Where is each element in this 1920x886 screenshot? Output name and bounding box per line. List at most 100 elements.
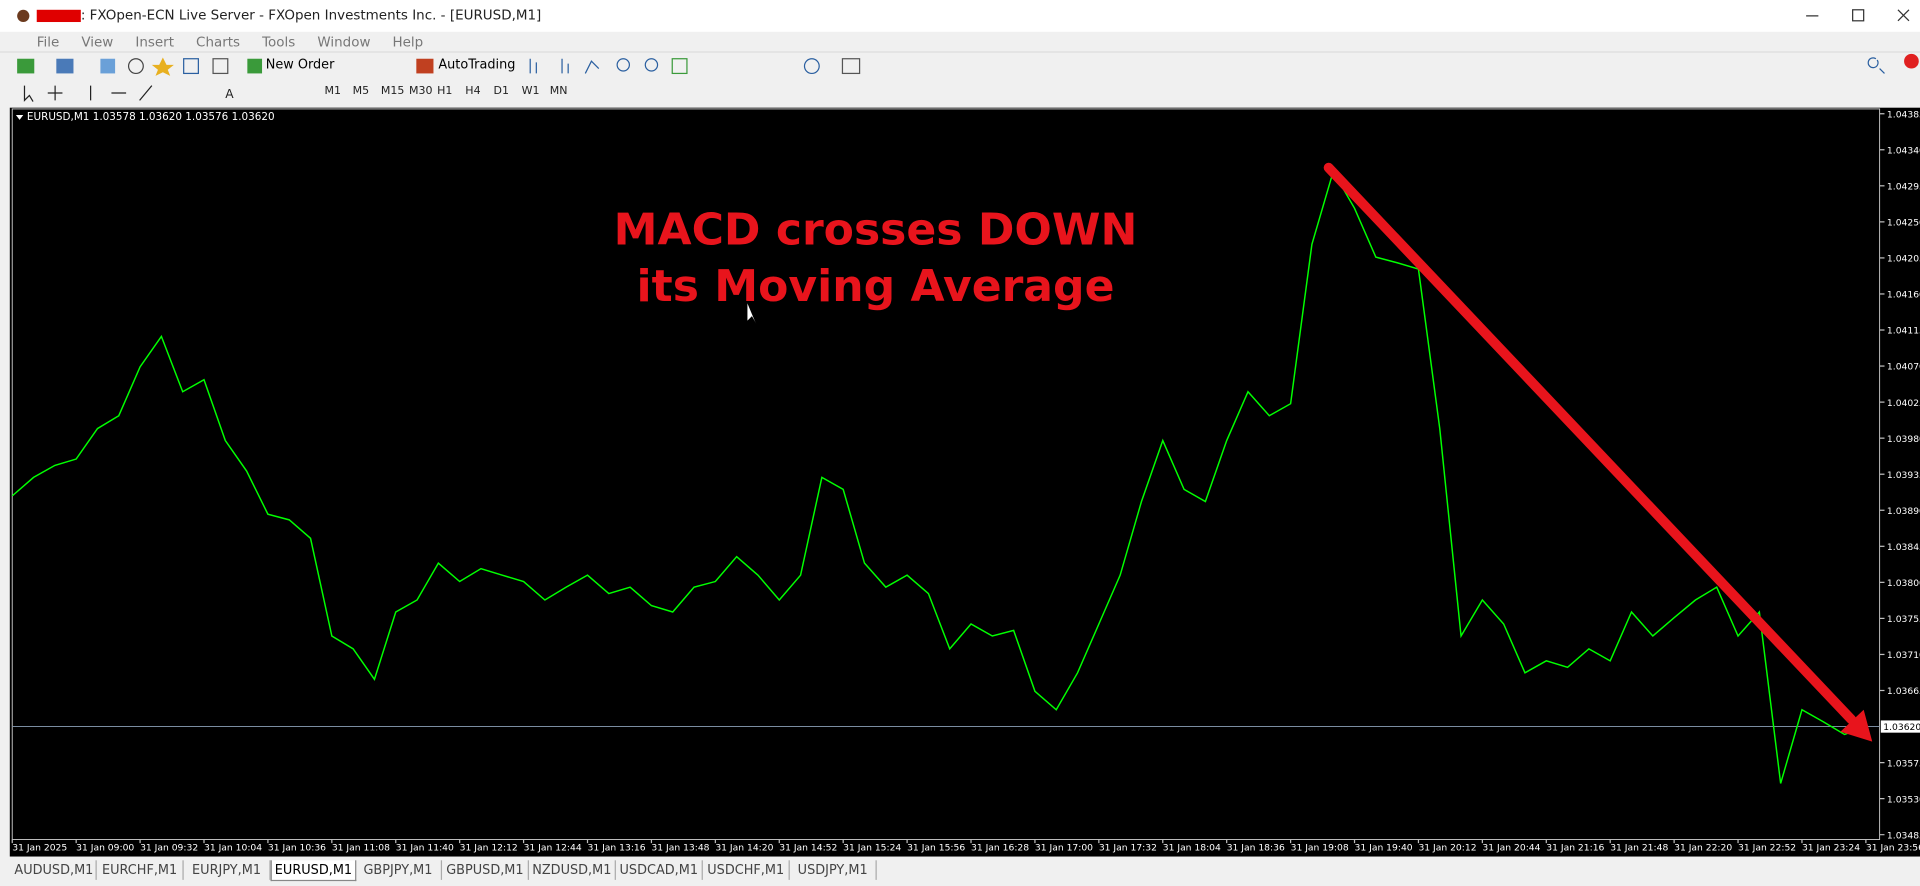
close-button[interactable]	[1897, 9, 1910, 22]
chart-tab[interactable]: AUDUSD,M1	[12, 860, 97, 880]
x-tick-label: 31 Jan 21:16	[1546, 843, 1604, 854]
menu-item[interactable]: View	[81, 33, 114, 50]
icon[interactable]	[616, 58, 631, 72]
menu-item[interactable]: Tools	[262, 33, 296, 50]
y-tick-label: 1.03890	[1887, 506, 1920, 517]
x-tick-label: 31 Jan 23:24	[1802, 843, 1860, 854]
icon[interactable]	[803, 58, 820, 75]
chart-tab[interactable]: USDCHF,M1	[703, 860, 790, 880]
menu-item[interactable]: Window	[317, 33, 371, 50]
maximize-button[interactable]	[1852, 9, 1865, 22]
timeframe-button[interactable]: M5	[352, 85, 370, 98]
y-tick-label: 1.03665	[1887, 686, 1920, 697]
y-tick-label: 1.03845	[1887, 542, 1920, 553]
menu-item[interactable]: File	[36, 33, 60, 50]
y-tick-label: 1.04070	[1887, 362, 1920, 373]
icon[interactable]	[644, 58, 659, 72]
x-tick-label: 31 Jan 09:32	[140, 843, 198, 854]
timeframe-button[interactable]: H4	[465, 85, 481, 98]
x-tick-label: 31 Jan 23:56	[1866, 843, 1920, 854]
x-tick-label: 31 Jan 14:20	[715, 843, 773, 854]
text-tool[interactable]: A	[225, 87, 234, 101]
timeframe-button[interactable]: M15	[380, 85, 405, 98]
icon[interactable]	[17, 58, 35, 74]
y-tick-label: 1.04115	[1887, 326, 1920, 337]
x-tick-label: 31 Jan 10:36	[268, 843, 326, 854]
chart-menu-arrow[interactable]	[15, 115, 24, 120]
current-price-box	[1880, 720, 1920, 733]
x-tick-label: 31 Jan 2025	[12, 843, 67, 854]
current-price-label: 1.03620	[1883, 722, 1920, 733]
y-tick-label: 1.04340	[1887, 145, 1920, 156]
menu-item[interactable]: Charts	[196, 33, 241, 50]
chart-tab[interactable]: GBPJPY,M1	[355, 860, 443, 880]
toolbar-icons	[17, 53, 1919, 76]
menu-item[interactable]: Help	[392, 33, 424, 50]
x-tick-label: 31 Jan 20:44	[1482, 843, 1540, 854]
line-tools[interactable]	[90, 85, 153, 101]
x-tick-label: 31 Jan 19:08	[1291, 843, 1349, 854]
y-tick-label: 1.03980	[1887, 434, 1920, 445]
crosshair-tool[interactable]	[47, 85, 63, 101]
icon[interactable]	[100, 58, 116, 74]
y-tick-label: 1.03935	[1887, 470, 1920, 481]
chart-tab[interactable]: NZDUSD,M1	[529, 860, 616, 880]
x-tick-label: 31 Jan 11:08	[332, 843, 390, 854]
x-tick-label: 31 Jan 19:40	[1355, 843, 1413, 854]
chart-tabs: AUDUSD,M1 EURCHF,M1 EURJPY,M1 EURUSD,M1 GBPJ…	[0, 859, 1920, 886]
icon[interactable]	[212, 58, 229, 75]
menu-item[interactable]: Insert	[135, 33, 174, 50]
icon[interactable]	[183, 58, 199, 75]
icon[interactable]	[416, 58, 434, 74]
timeframe-button[interactable]: M1	[324, 85, 342, 98]
mouse-cursor	[746, 302, 758, 326]
app-icon	[17, 9, 30, 23]
chart-tab[interactable]: GBPUSD,M1	[442, 860, 529, 880]
icon[interactable]	[247, 58, 263, 74]
chart-tab[interactable]: EURCHF,M1	[97, 860, 184, 880]
chart-tab[interactable]: USDJPY,M1	[790, 860, 877, 880]
icon[interactable]	[671, 58, 688, 75]
autotrading-button[interactable]: AutoTrading	[438, 57, 516, 73]
price-line	[11, 169, 1867, 784]
plot-area: 1.04385 1.04340 1.04295 1.04250 1.04205 1.041…	[11, 109, 1920, 854]
timeframe-button[interactable]: M30	[408, 85, 433, 98]
title-decor	[17, 9, 1910, 23]
x-tick-label: 31 Jan 14:52	[779, 843, 837, 854]
x-tick-label: 31 Jan 10:04	[204, 843, 262, 854]
icon[interactable]	[56, 58, 74, 74]
search-icon[interactable]	[1867, 57, 1885, 74]
y-tick-label: 1.04205	[1887, 254, 1920, 265]
chart-tab[interactable]: EURJPY,M1	[184, 860, 271, 880]
y-tick-label: 1.03530	[1887, 794, 1920, 805]
y-tick-label: 1.03800	[1887, 578, 1920, 589]
timeframe-button[interactable]: H1	[437, 85, 453, 98]
x-tick-label: 31 Jan 15:24	[843, 843, 901, 854]
x-tick-label: 31 Jan 17:00	[1035, 843, 1093, 854]
icon[interactable]	[529, 58, 600, 74]
timeframe-button[interactable]: D1	[493, 85, 509, 98]
plot-frame	[11, 108, 1881, 840]
y-tick-label: 1.03485	[1887, 830, 1920, 841]
x-tick-label: 31 Jan 13:16	[588, 843, 646, 854]
chart-tab[interactable]: EURUSD,M1	[270, 860, 357, 882]
trend-arrow	[1323, 162, 1857, 725]
cursor-tool[interactable]	[23, 85, 34, 102]
annotation: MACD crosses DOWN	[614, 205, 1138, 256]
new-order-button[interactable]: New Order	[265, 57, 335, 73]
y-tick-label: 1.03755	[1887, 614, 1920, 625]
icon[interactable]	[127, 58, 144, 75]
x-tick-label: 31 Jan 12:44	[524, 843, 582, 854]
chart-header: EURUSD,M1 1.03578 1.03620 1.03576 1.0362…	[27, 111, 275, 123]
drawing-tools: A	[23, 85, 234, 102]
timeframe-button[interactable]: W1	[521, 85, 540, 98]
x-tick-label: 31 Jan 09:00	[76, 843, 134, 854]
title-bar: : FXOpen-ECN Live Server - FXOpen Invest…	[0, 0, 1920, 32]
menu-bar: File View Insert Charts Tools Window Help	[0, 32, 1920, 52]
timeframe-button[interactable]: MN	[549, 85, 568, 98]
x-tick-label: 31 Jan 20:12	[1418, 843, 1476, 854]
icon[interactable]	[151, 57, 174, 76]
x-tick-label: 31 Jan 13:48	[651, 843, 709, 854]
icon[interactable]	[841, 58, 861, 75]
chart-tab[interactable]: USDCAD,M1	[616, 860, 703, 880]
